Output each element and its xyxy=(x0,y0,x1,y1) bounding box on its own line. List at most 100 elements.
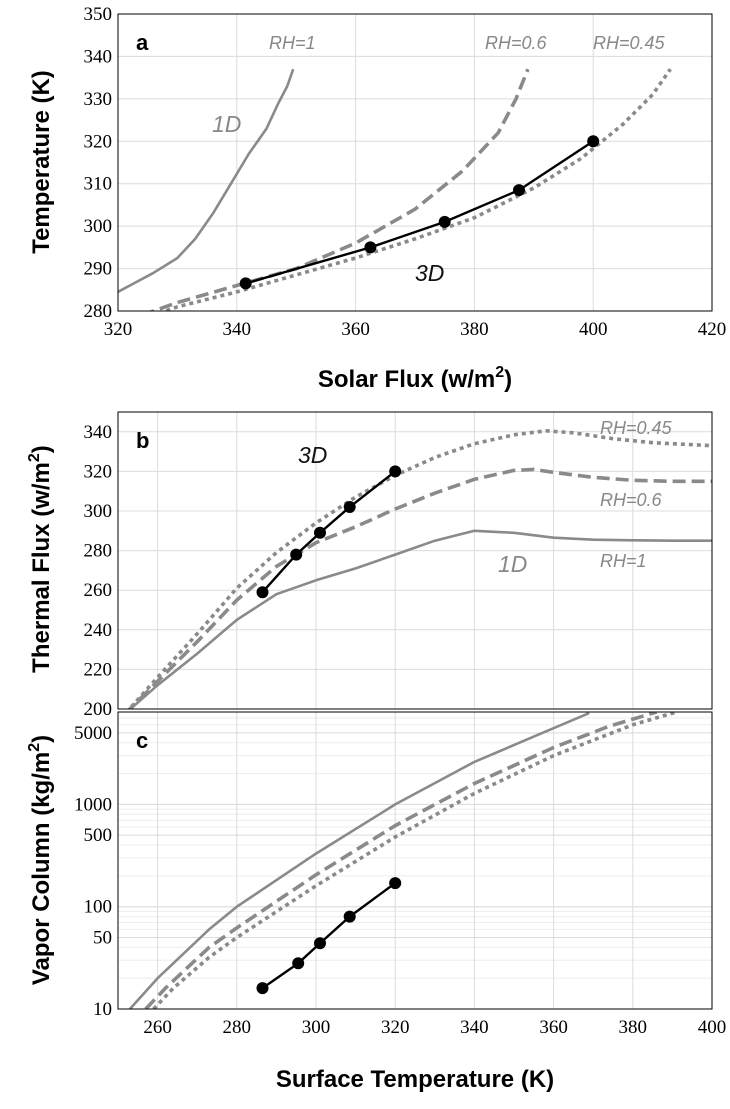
panel-b-series-rh1-line xyxy=(128,529,712,709)
panel-c-ticks: 260 280 300 320 340 360 380 400 10 50 100 500 1000 50… xyxy=(74,723,726,1038)
panel-b: 200 220 240 260 280 300 320 340 b RH=0.45 RH=0.… xyxy=(26,411,713,720)
panel-a-xtick-label: 400 xyxy=(579,319,608,340)
panel-b-ytick-label: 240 xyxy=(84,620,113,641)
panel-c-xtick-label: 360 xyxy=(539,1017,568,1038)
panel-c-series-3d-point xyxy=(256,982,269,995)
panel-c-xtick-label: 400 xyxy=(698,1017,727,1038)
panel-c-xtick-label: 380 xyxy=(619,1017,648,1038)
panel-c-xtick-label: 300 xyxy=(302,1017,331,1038)
panel-a-ytick-label: 280 xyxy=(84,301,113,322)
panel-a-ytick-label: 350 xyxy=(84,4,113,25)
panel-c-ylabel-text: Vapor Column xyxy=(28,822,55,985)
panel-c-series-3d-point xyxy=(343,910,356,923)
panel-b-ytick-label: 260 xyxy=(84,580,113,601)
panel-c-ytick-label: 10 xyxy=(93,999,112,1020)
panel-b-ticks: 200 220 240 260 280 300 320 340 xyxy=(84,422,113,720)
panel-a-ytick-label: 310 xyxy=(84,174,113,195)
panel-a-xtick-label: 320 xyxy=(104,319,133,340)
panel-b-ylabel-sup: 2 xyxy=(26,453,43,462)
panel-c-ylabel-sup: 2 xyxy=(26,743,43,752)
panel-c-series-rh06-line xyxy=(144,712,658,1009)
panel-c-series-3d-point xyxy=(314,937,326,950)
panel-a-annotation-3d: 3D xyxy=(415,260,444,286)
panel-c-ytick-label: 100 xyxy=(84,897,113,918)
panel-a-xlabel-unit: (w/m xyxy=(441,366,496,393)
panel-b-ytick-label: 280 xyxy=(84,541,113,562)
panel-b-ytick-label: 340 xyxy=(84,422,113,443)
panel-c-label: c xyxy=(136,728,148,753)
panel-c-series-rh045-line xyxy=(152,712,677,1009)
panel-a-series xyxy=(118,68,672,311)
panel-a-xtick-label: 360 xyxy=(341,319,370,340)
panel-c-xtick-label: 320 xyxy=(381,1017,410,1038)
panel-b-annotation-1d: 1D xyxy=(498,551,527,577)
panel-b-ylabel-close: ) xyxy=(28,445,55,453)
panel-c-xlabel: Surface Temperature (K) xyxy=(276,1066,554,1093)
panel-a-ylabel: Temperature (K) xyxy=(28,70,55,254)
panel-c-series-3d-point xyxy=(389,877,402,890)
panel-c-series-3d-point xyxy=(292,957,305,970)
panel-b-series-3d-point xyxy=(256,586,269,599)
panel-b-ylabel: Thermal Flux (w/m2) xyxy=(26,445,55,673)
panel-b-ytick-label: 200 xyxy=(84,699,113,720)
panel-b-annotation-rh045: RH=0.45 xyxy=(600,418,673,438)
panel-b-series-3d-point xyxy=(290,548,303,561)
panel-c-ytick-label: 50 xyxy=(93,927,112,948)
panel-c-ytick-label: 1000 xyxy=(74,794,112,815)
panel-b-frame xyxy=(117,411,713,710)
panel-a-series-3d-point xyxy=(438,215,451,228)
panel-a-annotation-rh045: RH=0.45 xyxy=(593,33,666,53)
panel-b-series-3d-point xyxy=(314,526,326,539)
panel-b-series xyxy=(127,428,712,709)
panel-a-series-3d-point xyxy=(364,241,377,254)
panel-c-xtick-label: 260 xyxy=(143,1017,172,1038)
panel-a-annotation-rh1: RH=1 xyxy=(269,33,316,53)
panel-a-annotation-rh06: RH=0.6 xyxy=(485,33,548,53)
panel-a-series-rh045-line xyxy=(160,68,672,311)
panel-c-ylabel-unit: (kg/m xyxy=(28,752,55,816)
panel-b-ytick-label: 320 xyxy=(84,461,113,482)
panel-b-series-rh06-line xyxy=(127,467,712,709)
panel-a-xtick-label: 420 xyxy=(698,319,727,340)
panel-a-series-3d-point xyxy=(587,135,600,148)
panel-a-ticks: 320 340 360 380 400 420 280 290 300 310 320 330 340 3… xyxy=(84,4,727,340)
panel-a-xlabel-text: Solar Flux xyxy=(318,366,435,393)
panel-a-frame xyxy=(117,13,713,312)
panel-b-series-3d-line xyxy=(261,470,396,594)
panel-a-series-3d-point xyxy=(239,277,252,290)
panel-a-label: a xyxy=(136,30,149,55)
panel-a-ytick-label: 320 xyxy=(84,131,113,152)
panel-c-series xyxy=(128,712,677,1009)
panel-a-ytick-label: 330 xyxy=(84,89,113,110)
panel-a-series-rh1-line xyxy=(118,68,295,294)
panel-c-ylabel-close: ) xyxy=(28,735,55,743)
panel-c: 260 280 300 320 340 360 380 400 10 50 100 500 1000 50… xyxy=(26,711,726,1093)
panel-a-series-3d-point xyxy=(513,184,525,197)
panel-b-ylabel-text: Thermal Flux xyxy=(28,523,55,673)
panel-a: 320 340 360 380 400 420 280 290 300 310 320 330 340 3… xyxy=(28,4,726,393)
panel-a-xtick-label: 380 xyxy=(460,319,489,340)
panel-b-series-3d-point xyxy=(389,465,402,478)
panel-a-xlabel-close: ) xyxy=(504,366,512,393)
panel-a-ytick-label: 340 xyxy=(84,46,113,67)
panel-b-series-rh045-line xyxy=(127,428,712,709)
panel-b-annotation-rh1: RH=1 xyxy=(600,551,647,571)
panel-a-xlabel: Solar Flux (w/m2) xyxy=(318,364,512,393)
panel-b-annotation-3d: 3D xyxy=(298,442,327,468)
panel-b-ytick-label: 220 xyxy=(84,659,113,680)
panel-c-xtick-label: 340 xyxy=(460,1017,489,1038)
panel-c-xtick-label: 280 xyxy=(223,1017,252,1038)
panel-c-frame xyxy=(117,711,713,1010)
panel-c-ylabel: Vapor Column (kg/m2) xyxy=(26,735,55,985)
panel-b-ylabel-unit: (w/m xyxy=(28,462,55,517)
panel-c-ytick-label: 500 xyxy=(84,825,113,846)
panel-a-xtick-label: 340 xyxy=(223,319,252,340)
panel-c-series-rh1-line xyxy=(128,712,590,1009)
panel-b-series-3d-point xyxy=(343,501,356,513)
panel-c-grid xyxy=(118,711,713,1010)
panel-b-ytick-label: 300 xyxy=(84,501,113,522)
panel-c-ytick-label: 5000 xyxy=(74,723,112,744)
panel-a-ytick-label: 290 xyxy=(84,259,113,280)
panel-a-series-rh06-line xyxy=(148,68,530,311)
